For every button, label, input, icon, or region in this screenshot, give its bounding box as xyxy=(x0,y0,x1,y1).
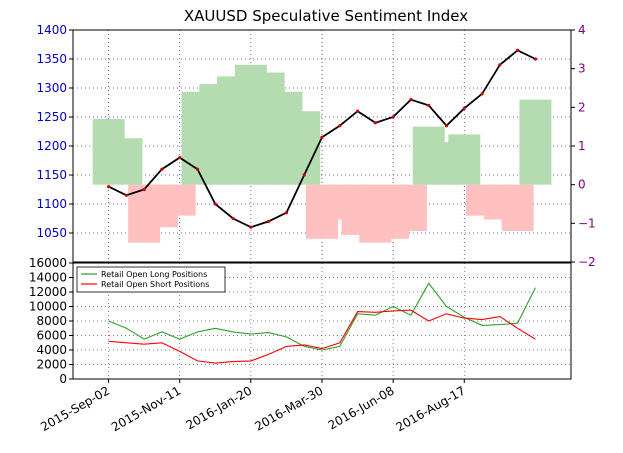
price-candle xyxy=(338,124,342,128)
price-candle xyxy=(427,103,431,107)
y-tick-label: 1300 xyxy=(36,81,67,95)
y-tick-label: 1150 xyxy=(36,168,67,182)
price-candle xyxy=(355,109,360,113)
legend-label: Retail Open Long Positions xyxy=(101,270,207,279)
y2-tick-label: 0 xyxy=(578,178,586,192)
x-tick-label: 2015-Sep-02 xyxy=(38,383,112,434)
price-candle xyxy=(516,48,520,52)
sentiment-bar xyxy=(288,111,321,185)
y-tick-label: 2000 xyxy=(36,358,67,372)
sentiment-bar xyxy=(448,134,481,185)
price-candle xyxy=(498,63,502,67)
y-tick-label: 16000 xyxy=(29,256,67,270)
price-candle xyxy=(142,187,146,192)
y-tick-label: 0 xyxy=(59,372,67,386)
legend-label: Retail Open Short Positions xyxy=(101,280,209,289)
price-candle xyxy=(480,92,484,96)
price-candle xyxy=(391,115,395,119)
price-candle xyxy=(533,57,538,61)
y-tick-label: 8000 xyxy=(36,314,67,328)
long-positions-line xyxy=(108,282,536,351)
y2-tick-label: 2 xyxy=(578,100,586,114)
y2-tick-label: 1 xyxy=(578,139,586,153)
price-candle xyxy=(124,193,128,197)
sentiment-bar xyxy=(163,184,196,216)
short-positions-line xyxy=(108,309,536,364)
y-tick-label: 1350 xyxy=(36,52,67,66)
x-tick-label: 2016-Jun-08 xyxy=(326,383,397,432)
y-tick-label: 4000 xyxy=(36,343,67,357)
price-candle xyxy=(373,121,377,125)
y-tick-label: 12000 xyxy=(29,285,67,299)
price-candle xyxy=(409,98,413,102)
sentiment-bar xyxy=(394,184,427,232)
price-candle xyxy=(320,135,324,139)
price-candle xyxy=(249,225,253,229)
sentiment-bar xyxy=(110,138,143,185)
y-tick-label: 1250 xyxy=(36,110,67,124)
x-tick-label: 2015-Nov-11 xyxy=(109,383,183,434)
chart-title: XAUUSD Speculative Sentiment Index xyxy=(184,7,468,25)
y-tick-label: 1050 xyxy=(36,226,67,240)
sentiment-bar xyxy=(501,184,534,232)
y2-tick-label: −1 xyxy=(578,216,596,230)
y-tick-label: 1100 xyxy=(36,197,67,211)
y-tick-label: 6000 xyxy=(36,329,67,343)
price-sentiment-panel: 1050 1100 1150 1200 1250 1300 1350 1400 −2 −1 0 1 2 3… xyxy=(36,23,595,269)
legend-box xyxy=(76,266,226,293)
price-candle xyxy=(213,202,217,206)
y-tick-label: 10000 xyxy=(29,300,67,314)
y-tick-label: 14000 xyxy=(29,271,67,285)
y-tick-label: 1400 xyxy=(36,23,67,37)
x-tick-label: 2016-Jan-20 xyxy=(184,383,255,432)
x-tick-label: 2016-Aug-17 xyxy=(394,383,468,434)
price-candle xyxy=(106,185,111,189)
price-candle xyxy=(444,124,449,128)
price-candle xyxy=(160,167,164,171)
x-tick-label: 2016-Mar-30 xyxy=(252,383,325,433)
price-candle xyxy=(178,156,182,160)
price-candle xyxy=(231,216,235,221)
y2-tick-label: 4 xyxy=(578,23,586,37)
price-candle xyxy=(302,173,306,177)
price-candle xyxy=(462,106,466,110)
y2-tick-label: −2 xyxy=(578,255,596,269)
y-tick-label: 1200 xyxy=(36,139,67,153)
price-candle xyxy=(284,211,289,215)
sentiment-bar xyxy=(519,99,552,185)
price-candle xyxy=(195,167,200,171)
price-candle xyxy=(267,219,271,223)
y2-tick-label: 3 xyxy=(578,62,586,76)
